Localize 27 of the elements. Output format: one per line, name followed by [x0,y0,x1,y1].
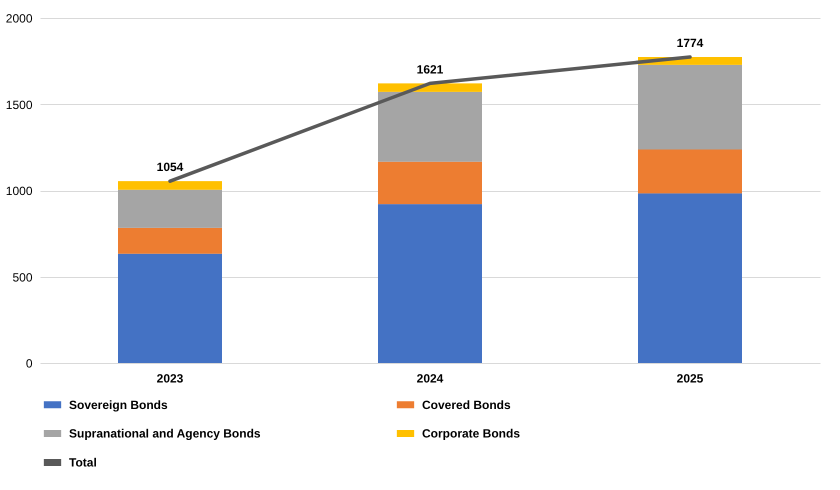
bar [638,149,742,194]
bar [638,64,742,150]
bar [378,204,482,363]
data-label: 1621 [416,62,444,76]
x-tick-label: 2024 [416,372,444,386]
bar [118,190,222,228]
legend-label: Sovereign Bonds [69,398,168,412]
bar [118,254,222,363]
bar [118,181,222,190]
x-tick-label: 2025 [676,372,704,386]
legend-label: Corporate Bonds [422,426,520,440]
bar [118,228,222,254]
x-tick-label: 2023 [156,372,184,386]
y-tick-label: 1000 [6,184,33,198]
bar [378,83,482,92]
data-label: 1774 [676,36,704,50]
legend-label: Total [69,456,97,470]
y-tick-label: 500 [12,270,33,284]
data-label: 1054 [156,160,184,174]
y-tick-label: 2000 [6,12,33,26]
y-tick-label: 0 [26,356,33,370]
y-tick-label: 1500 [6,98,33,112]
legend-label: Supranational and Agency Bonds [69,426,261,440]
bar [378,162,482,204]
bar [378,92,482,162]
bar [638,193,742,363]
legend-label: Covered Bonds [422,398,512,412]
